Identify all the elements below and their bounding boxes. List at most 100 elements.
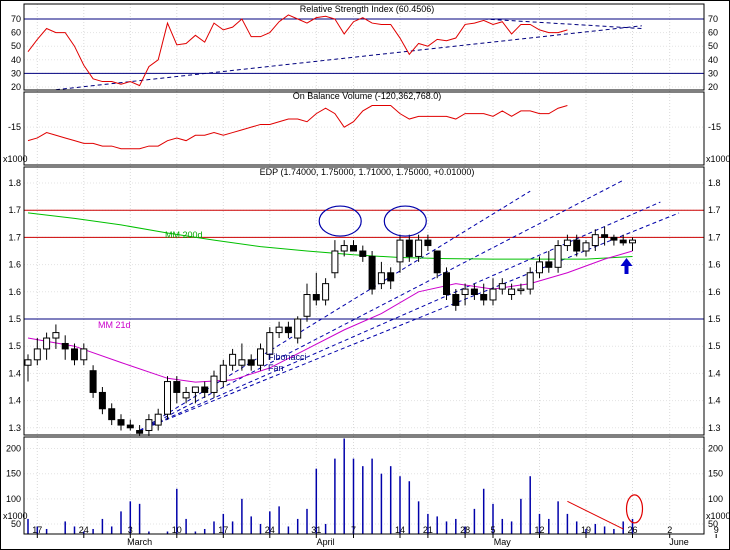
price-tick-right: 1.6	[708, 260, 721, 270]
series-layer	[24, 14, 636, 534]
candle-up	[331, 250, 339, 274]
rsi-tick-left: 30	[11, 68, 21, 78]
candle-up	[536, 261, 543, 274]
candle-up	[210, 375, 218, 393]
rsi-tick-right: 40	[708, 55, 718, 65]
rsi-tick-right: 30	[708, 68, 718, 78]
price-tick-right: 1.5	[708, 314, 721, 324]
support-arrow-icon	[620, 258, 633, 275]
candle-up	[461, 288, 469, 296]
fan-label: Fibonacci Fan	[268, 352, 307, 373]
price-tick-right: 1.6	[708, 287, 721, 297]
candle-down	[424, 239, 432, 247]
candle-down	[573, 239, 581, 252]
volume-tick-right: 150	[708, 469, 723, 479]
candle-up	[191, 386, 199, 393]
fan-label-box: Fibonacci Fan	[268, 352, 307, 373]
x-day-label: 2	[667, 525, 672, 535]
annotation-layer	[318, 205, 644, 530]
x-day-label: 14	[395, 525, 405, 535]
candle-down	[433, 250, 441, 274]
rsi-line	[27, 14, 568, 87]
candle-down	[452, 294, 460, 306]
ma21-line	[27, 250, 633, 383]
obv-scale-label-left: x1000	[3, 154, 28, 164]
rsi-tick-left: 60	[11, 28, 21, 38]
candle-down	[126, 424, 134, 429]
candle-up	[238, 359, 246, 366]
candle-down	[61, 342, 69, 350]
price-tick-right: 1.7	[708, 205, 721, 215]
candle-up	[508, 288, 516, 296]
x-day-label: 3	[128, 525, 133, 535]
candle-up	[517, 288, 525, 292]
rsi-tick-left: 70	[11, 14, 21, 24]
candle-up	[154, 413, 162, 426]
rsi-tick-right: 60	[708, 28, 718, 38]
rsi-tick-left: 50	[11, 41, 21, 51]
volume-tick-right: 50	[708, 519, 718, 529]
obv-panel-frame	[23, 91, 705, 166]
reference-lines-layer	[24, 18, 704, 431]
volume-highlight-circle	[625, 494, 644, 524]
x-day-label: 12	[534, 525, 544, 535]
candle-up	[582, 242, 590, 252]
x-day-label: 17	[32, 525, 42, 535]
candle-down	[312, 294, 320, 301]
volume-scale-label-right: x1000	[706, 511, 730, 521]
candle-up	[554, 245, 562, 268]
candle-up	[489, 288, 497, 301]
x-day-label: 17	[218, 525, 228, 535]
volume-tick-left: 150	[6, 469, 21, 479]
price-panel-frame	[23, 166, 705, 436]
candle-down	[601, 234, 609, 238]
candle-down	[89, 370, 97, 393]
price-tick-right: 1.4	[708, 396, 721, 406]
candle-down	[117, 419, 125, 426]
candle-down	[284, 326, 292, 334]
price-tick-left: 1.4	[8, 396, 21, 406]
rsi-panel-frame	[23, 3, 705, 91]
price-tick-right: 1.7	[708, 232, 721, 242]
candle-down	[619, 239, 627, 244]
candle-up	[526, 272, 534, 290]
resistance-circle	[318, 205, 362, 237]
candle-up	[563, 239, 571, 247]
rsi-tick-right: 70	[708, 14, 718, 24]
candle-up	[322, 283, 330, 301]
candle-up	[498, 283, 506, 290]
x-day-label: 28	[460, 525, 470, 535]
x-day-label: 24	[265, 525, 275, 535]
price-tick-left: 1.5	[8, 341, 21, 351]
candle-up	[396, 239, 404, 263]
candle-up	[303, 294, 311, 317]
volume-panel-frame	[23, 436, 705, 535]
price-tick-right: 1.5	[708, 341, 721, 351]
candle-up	[275, 326, 283, 334]
candle-up	[629, 239, 636, 244]
rsi-trendline	[55, 25, 642, 91]
price-tick-left: 1.6	[8, 260, 21, 270]
candle-up	[294, 318, 302, 339]
ma21-label: MM 21d	[98, 320, 131, 330]
candle-up	[164, 381, 171, 415]
volume-tick-left: 200	[6, 444, 21, 454]
candle-up	[52, 332, 60, 339]
obv-title: On Balance Volume (-120,362,768.0)	[293, 91, 442, 101]
obv-tick-left: -15	[8, 122, 21, 132]
fibonacci-fan-line	[139, 201, 661, 431]
rsi-title: Relative Strength Index (60.4506)	[300, 4, 435, 14]
candle-up	[266, 332, 274, 355]
x-day-label: 26	[627, 525, 637, 535]
candle-up	[182, 391, 190, 399]
price-tick-left: 1.7	[8, 205, 21, 215]
candle-down	[350, 245, 357, 252]
candle-down	[443, 272, 450, 296]
candle-up	[229, 353, 237, 366]
candle-up	[415, 239, 423, 257]
price-tick-left: 1.7	[8, 232, 21, 242]
candle-down	[480, 294, 488, 301]
price-tick-right: 1.3	[708, 423, 721, 433]
